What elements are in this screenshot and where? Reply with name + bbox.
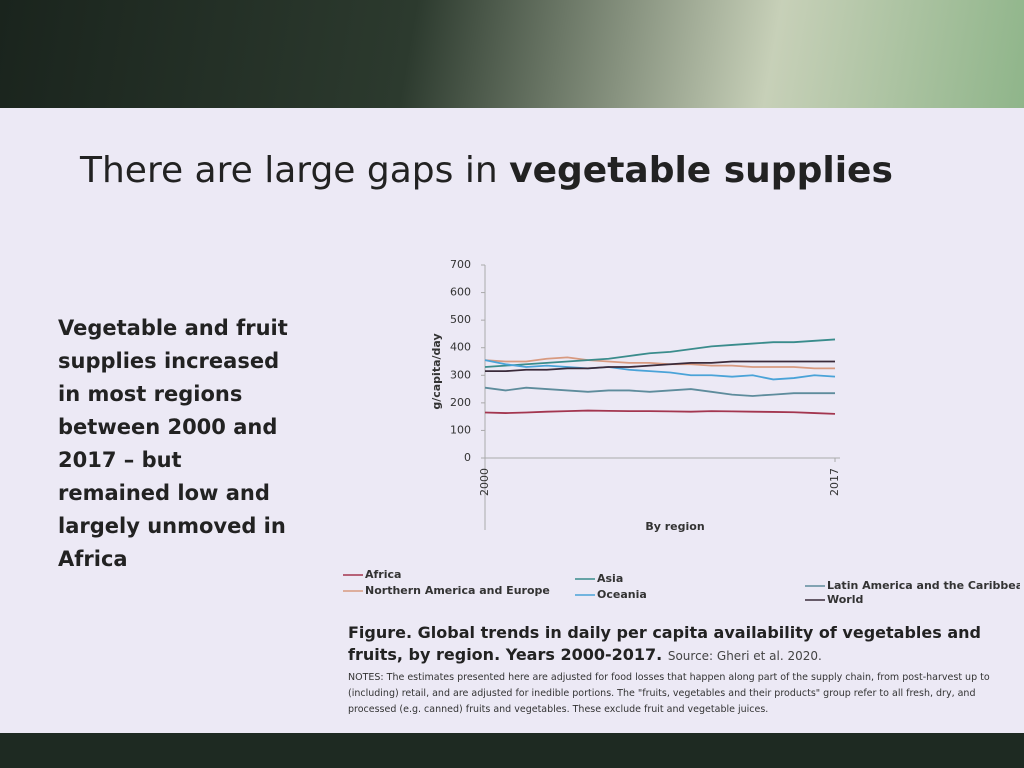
series-line <box>484 338 836 368</box>
legend-label: Asia <box>597 572 623 585</box>
series-line <box>484 386 835 397</box>
y-tick-label: 500 <box>450 313 471 326</box>
x-axis-label: By region <box>645 520 704 533</box>
legend-label: World <box>827 593 863 606</box>
legend-label: Latin America and the Caribbean <box>827 579 1020 592</box>
y-tick-label: 700 <box>450 258 471 271</box>
y-tick-label: 100 <box>450 423 471 436</box>
series-line <box>484 356 835 370</box>
y-tick-label: 400 <box>450 341 471 354</box>
y-axis-label: g/capita/day <box>430 333 443 409</box>
legend-label: Africa <box>365 568 401 581</box>
legend-label: Northern America and Europe <box>365 584 550 597</box>
notes: NOTES: The estimates presented here are … <box>348 672 990 715</box>
title-bold: vegetable supplies <box>509 150 893 191</box>
y-tick-label: 200 <box>450 396 471 409</box>
series-line <box>484 409 836 415</box>
background <box>0 0 1024 110</box>
y-tick-label: 600 <box>450 286 471 299</box>
caption-text: Figure. Global trends in daily per capit… <box>348 623 981 664</box>
chart: 0 100 200 300 400 500 600 700 2000 2017 g/capita/d… <box>343 258 1020 606</box>
x-tick-label: 2017 <box>828 468 841 496</box>
caption: Figure. Global trends in daily per capit… <box>348 622 988 667</box>
title-text: There are large gaps in <box>80 150 510 191</box>
y-tick-label: 0 <box>464 451 471 464</box>
series-line <box>484 359 836 381</box>
summary: Vegetable and fruit supplies increased i… <box>58 316 288 571</box>
x-tick-label: 2000 <box>478 468 491 496</box>
legend-label: Oceania <box>597 588 647 601</box>
slide-title: There are large gaps in vegetable suppli… <box>80 150 893 191</box>
series-line <box>485 360 835 373</box>
slide <box>0 108 1024 733</box>
y-tick-label: 300 <box>450 368 471 381</box>
source: Source: Gheri et al. 2020. <box>667 649 822 663</box>
